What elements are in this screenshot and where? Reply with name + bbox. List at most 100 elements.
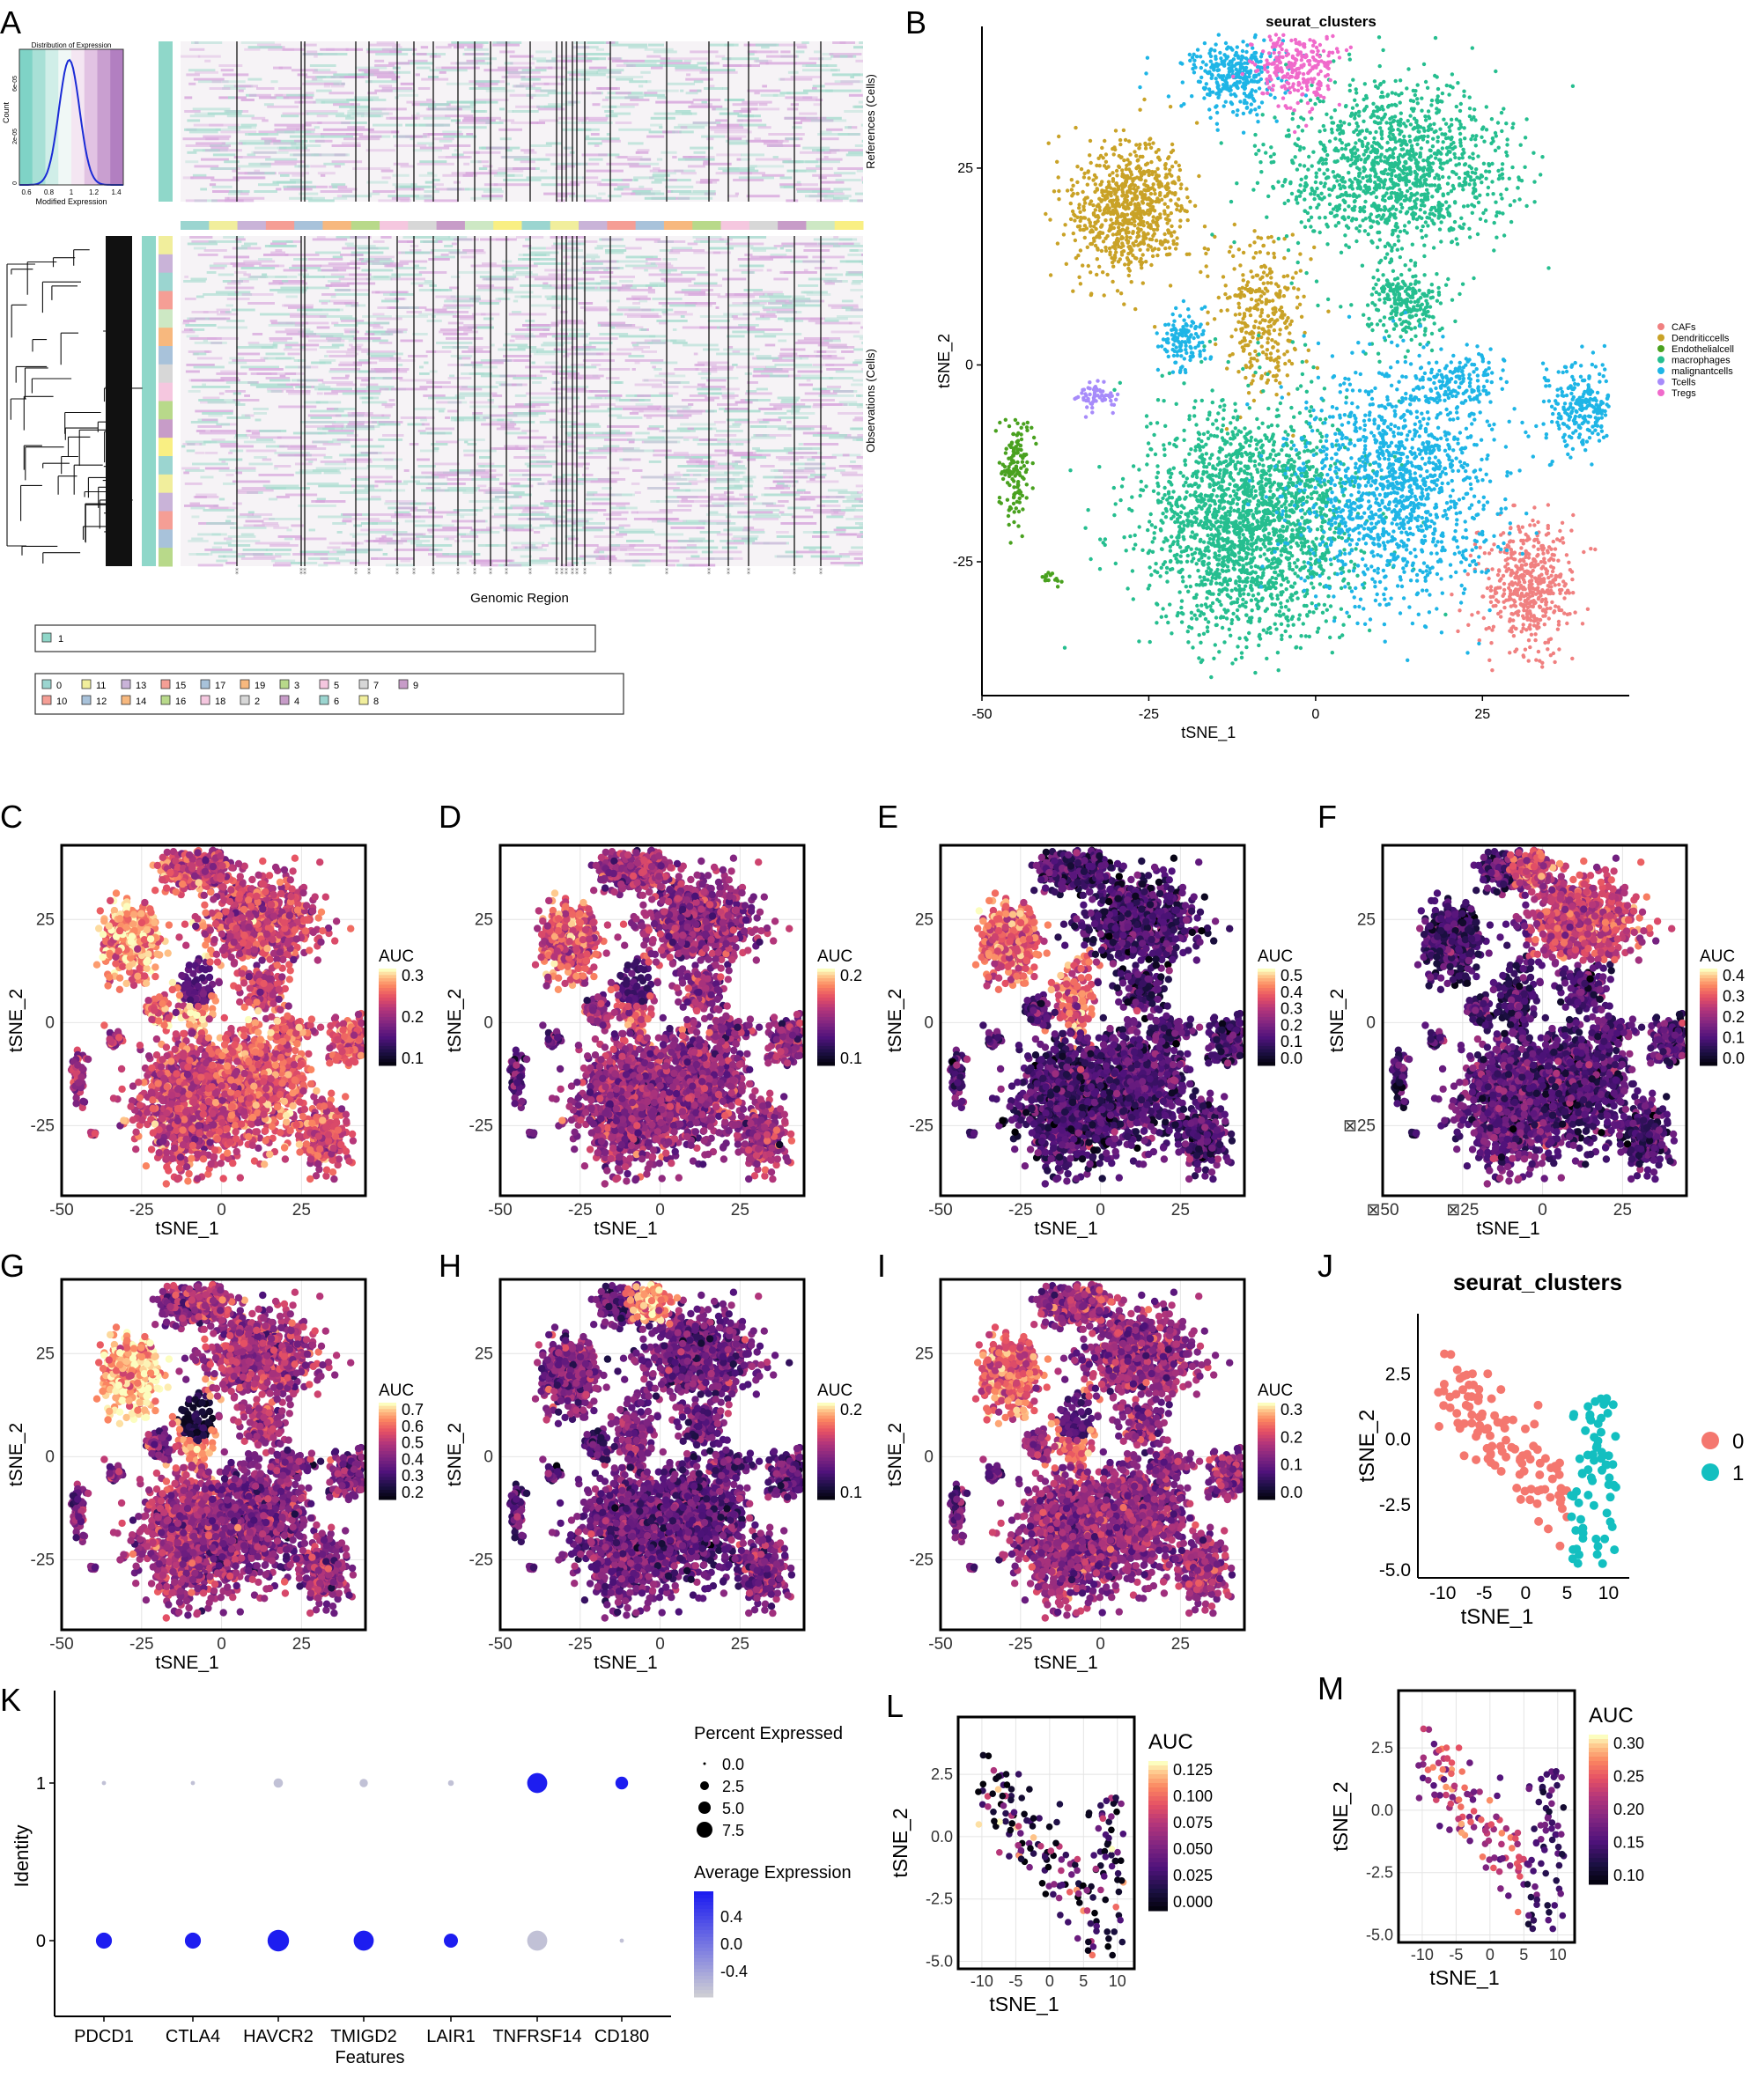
heatmap-cell [560,377,582,379]
heatmap-cell [185,324,216,327]
heatmap-cell [556,199,565,202]
heatmap-cell [427,320,442,322]
observation-heatmap [181,236,863,566]
heatmap-cell [759,103,768,106]
heatmap-cell [693,122,716,124]
heatmap-cell [859,101,863,104]
heatmap-cell [312,78,317,81]
heatmap-cell [315,252,341,254]
heatmap-cell [535,375,542,378]
heatmap-cell [444,300,479,303]
heatmap-cell [264,357,295,360]
heatmap-cell [207,337,239,340]
heatmap-cell [436,46,452,48]
heatmap-cell [464,48,489,51]
heatmap-cell [673,328,677,331]
heatmap-cell [656,320,687,322]
heatmap-cell [420,147,449,150]
heatmap-cell [853,335,863,338]
heatmap-cell [231,280,248,283]
heatmap-cell [690,147,713,150]
heatmap-cell [197,357,223,360]
heatmap-cell [706,379,726,382]
heatmap-cell [560,320,583,322]
heatmap-cell [189,318,205,321]
heatmap-cell [433,137,454,140]
heatmap-cell [766,311,801,313]
heatmap-cell [269,337,293,340]
heatmap-cell [674,311,687,313]
heatmap-cell [653,174,670,177]
heatmap-cell [624,313,659,316]
heatmap-cell [826,368,844,371]
heatmap-cell [373,327,383,329]
heatmap-cell [587,142,602,144]
heatmap-cell [653,172,676,174]
heatmap-cell [702,386,726,388]
heatmap-cell [267,390,282,393]
heatmap-cell [247,153,256,156]
heatmap-cell [652,181,662,184]
heatmap-cell [335,165,341,167]
heatmap-cell [589,342,613,344]
heatmap-cell [327,350,357,353]
heatmap-cell [204,350,211,353]
heatmap-cell [522,69,547,71]
heatmap-cell [729,142,749,144]
heatmap-cell [558,117,588,120]
heatmap-cell [190,114,215,117]
heatmap-cell [660,269,677,272]
heatmap-cell [241,41,275,44]
heatmap-cell [225,390,246,393]
heatmap-cell [304,80,342,83]
heatmap-cell [851,309,863,312]
heatmap-cell [228,362,247,365]
heatmap-cell [363,73,373,76]
heatmap-cell [807,293,831,296]
heatmap-cell [850,289,863,291]
heatmap-cell [617,186,630,188]
heatmap-cell [352,113,389,115]
heatmap-cell [599,368,631,371]
heatmap-cell [417,142,435,144]
heatmap-cell [622,284,632,287]
heatmap-cell [190,176,214,179]
heatmap-cell [448,44,483,47]
heatmap-cell [332,186,337,188]
heatmap-cell [744,289,764,291]
heatmap-cell [738,258,773,261]
heatmap-cell [630,99,649,101]
heatmap-cell [210,167,237,170]
heatmap-cell [658,265,673,268]
heatmap-cell [345,375,350,378]
heatmap-cell [859,41,863,44]
heatmap-cell [616,64,636,67]
heatmap-cell [414,265,419,268]
heatmap-cell [273,280,306,283]
heatmap-cell [722,87,728,90]
heatmap-cell [291,142,297,144]
heatmap-cell [747,64,751,67]
heatmap-cell [814,50,821,53]
heatmap-cell [669,252,681,254]
heatmap-cell [716,306,720,309]
heatmap-cell [642,379,665,382]
heatmap-cell [439,140,453,143]
heatmap-cell [632,368,636,371]
heatmap-cell [741,107,757,110]
heatmap-cell [411,188,424,190]
heatmap-cell [513,274,538,276]
heatmap-cell [536,350,567,353]
heatmap-cell [672,130,678,133]
heatmap-cell [688,243,698,246]
heatmap-cell [365,80,398,83]
heatmap-cell [801,375,820,378]
heatmap-cell [815,267,832,269]
heatmap-cell [419,174,438,177]
heatmap-cell [599,183,617,186]
heatmap-cell [273,344,278,347]
heatmap-cell [472,313,499,316]
panel-letter-a: A [0,4,21,41]
heatmap-cell [849,94,863,97]
heatmap-cell [189,236,212,239]
